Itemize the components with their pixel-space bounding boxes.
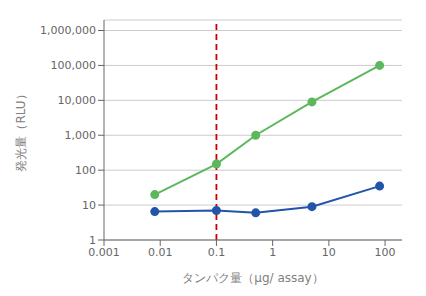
svg-text:1,000,000: 1,000,000 bbox=[40, 24, 96, 37]
svg-text:タンパク量（μg/ assay）: タンパク量（μg/ assay） bbox=[182, 271, 323, 285]
svg-text:10: 10 bbox=[82, 199, 96, 212]
svg-text:0.01: 0.01 bbox=[148, 246, 173, 259]
svg-text:発光量（RLU）: 発光量（RLU） bbox=[14, 88, 28, 171]
svg-text:100: 100 bbox=[375, 246, 396, 259]
svg-text:100: 100 bbox=[75, 164, 96, 177]
svg-text:1: 1 bbox=[89, 234, 96, 247]
svg-text:1,000: 1,000 bbox=[65, 129, 97, 142]
svg-text:10,000: 10,000 bbox=[58, 94, 97, 107]
svg-text:10: 10 bbox=[322, 246, 336, 259]
svg-text:100,000: 100,000 bbox=[51, 59, 97, 72]
svg-text:0.1: 0.1 bbox=[208, 246, 226, 259]
svg-text:1: 1 bbox=[269, 246, 276, 259]
svg-text:0.001: 0.001 bbox=[88, 246, 120, 259]
